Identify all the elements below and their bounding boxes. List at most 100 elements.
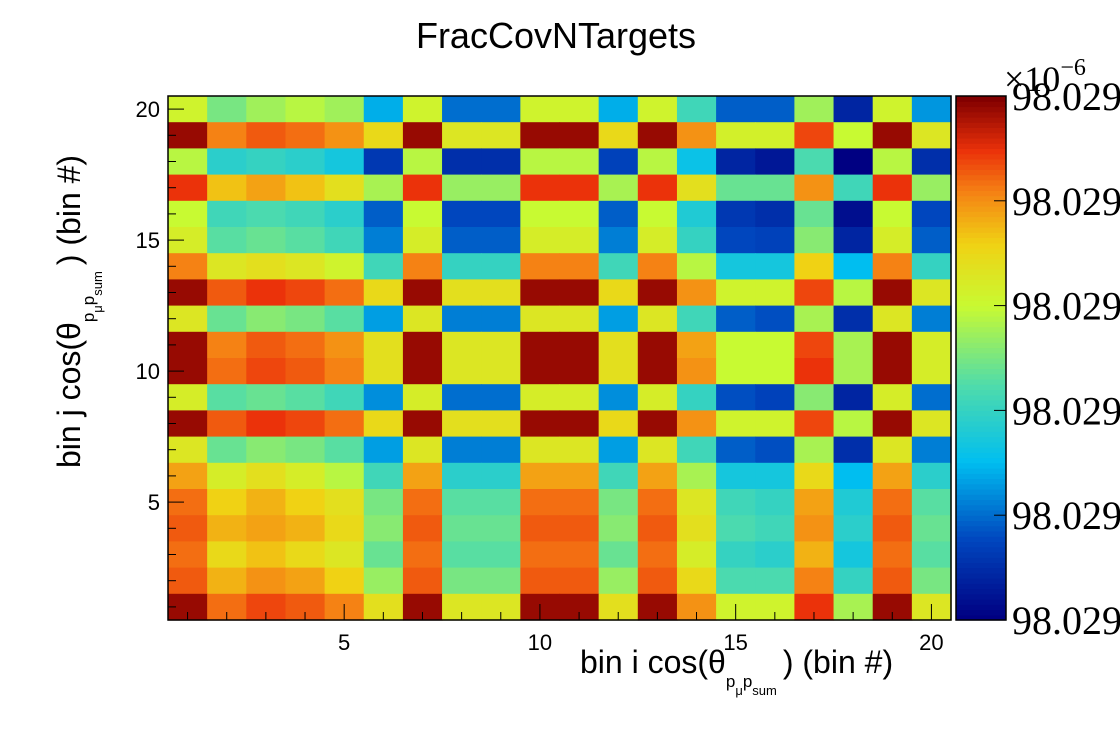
- heatmap-cell-i17-j19: [794, 122, 835, 149]
- heatmap-cell-i19-j8: [872, 410, 913, 438]
- heatmap-cell-i17-j11: [794, 331, 835, 359]
- heatmap-cell-i6-j3: [363, 541, 404, 569]
- heatmap-cell-i8-j17: [442, 174, 482, 202]
- heatmap-cell-i10-j16: [520, 200, 561, 228]
- heatmap-cell-i9-j14: [481, 253, 521, 280]
- heatmap-cell-i4-j20: [285, 96, 326, 123]
- heatmap-cell-i15-j13: [716, 279, 756, 307]
- colorbar-segment: [956, 132, 1006, 139]
- heatmap-cell-i6-j8: [363, 410, 404, 438]
- heatmap-cell-i10-j11: [520, 331, 561, 359]
- colorbar-segment: [956, 237, 1006, 244]
- heatmap-cell-i8-j14: [442, 253, 482, 280]
- heatmap-cell-i17-j5: [794, 489, 835, 516]
- colorbar-segment: [956, 347, 1006, 354]
- heatmap-cell-i12-j10: [598, 358, 639, 385]
- heatmap-cell-i8-j9: [442, 384, 482, 411]
- colorbar-segment: [956, 478, 1006, 485]
- heatmap-cell-i4-j18: [285, 148, 326, 176]
- heatmap-cell-i18-j14: [833, 253, 874, 280]
- colorbar-segment: [956, 116, 1006, 123]
- heatmap-cell-i9-j16: [481, 200, 521, 228]
- colorbar-segment: [956, 509, 1006, 516]
- heatmap-cell-i3-j2: [246, 567, 287, 595]
- colorbar-segment: [956, 310, 1006, 317]
- heatmap-cell-i11-j4: [559, 515, 600, 542]
- heatmap-cell-i5-j4: [324, 515, 365, 542]
- heatmap-cell-i5-j7: [324, 436, 365, 464]
- colorbar-segment: [956, 274, 1006, 280]
- heatmap-cell-i15-j8: [716, 410, 756, 438]
- heatmap-cell-i13-j7: [637, 436, 678, 464]
- heatmap-cell-i15-j12: [716, 305, 756, 333]
- colorbar-segment: [956, 562, 1006, 569]
- colorbar-segment: [956, 614, 1006, 621]
- colorbar-segment: [956, 321, 1006, 328]
- heatmap-cell-i2-j20: [207, 96, 247, 123]
- heatmap-cell-i7-j19: [402, 122, 443, 149]
- heatmap-cell-i8-j12: [442, 305, 482, 333]
- heatmap-cell-i11-j14: [559, 253, 600, 280]
- x-axis-ticks: 5 10 15 20: [187, 604, 944, 655]
- heatmap-cell-i9-j17: [481, 174, 521, 202]
- colorbar-segment: [956, 572, 1006, 579]
- heatmap-cell-i9-j11: [481, 331, 521, 359]
- colorbar-segment: [956, 520, 1006, 527]
- heatmap-cell-i14-j16: [676, 200, 717, 228]
- colorbar-segment: [956, 206, 1006, 212]
- heatmap-cell-i3-j19: [246, 122, 287, 149]
- heatmap-cell-i17-j16: [794, 200, 835, 228]
- heatmap-cell-i3-j5: [246, 489, 287, 516]
- heatmap-cell-i5-j17: [324, 174, 365, 202]
- colorbar-segment: [956, 431, 1006, 438]
- heatmap-cell-i6-j5: [363, 489, 404, 516]
- heatmap-cell-i17-j8: [794, 410, 835, 438]
- heatmap-cell-i14-j6: [676, 462, 717, 490]
- heatmap-cell-i7-j5: [402, 489, 443, 516]
- heatmap-cell-i3-j15: [246, 227, 287, 254]
- colorbar: [956, 96, 1006, 621]
- heatmap-cell-i11-j20: [559, 96, 600, 123]
- colorbar-segment: [956, 263, 1006, 270]
- heatmap-cell-i16-j9: [755, 384, 795, 411]
- colorbar-segment: [956, 111, 1006, 118]
- heatmap-cell-i3-j8: [246, 410, 287, 438]
- heatmap-cell-i20-j7: [911, 436, 952, 464]
- heatmap-cell-i18-j13: [833, 279, 874, 307]
- heatmap-cell-i8-j3: [442, 541, 482, 569]
- colorbar-segment: [956, 190, 1006, 197]
- heatmap-cell-i16-j8: [755, 410, 795, 438]
- heatmap-cell-i10-j8: [520, 410, 561, 438]
- heatmap-cell-i16-j14: [755, 253, 795, 280]
- heatmap-cell-i20-j11: [911, 331, 952, 359]
- colorbar-segment: [956, 358, 1006, 364]
- heatmap-cell-i10-j2: [520, 567, 561, 595]
- heatmap-cell-i20-j19: [911, 122, 952, 149]
- colorbar-segment: [956, 373, 1006, 380]
- heatmap-cell-i14-j20: [676, 96, 717, 123]
- heatmap-cell-i10-j20: [520, 96, 561, 123]
- colorbar-frame: [955, 95, 1007, 621]
- heatmap-cell-i19-j16: [872, 200, 913, 228]
- heatmap-cell-i6-j17: [363, 174, 404, 202]
- heatmap-cell-i20-j14: [911, 253, 952, 280]
- heatmap-cell-i10-j9: [520, 384, 561, 411]
- heatmap-cell-i19-j14: [872, 253, 913, 280]
- heatmap-cell-i18-j18: [833, 148, 874, 176]
- heatmap-cell-i9-j7: [481, 436, 521, 464]
- heatmap-cell-i11-j16: [559, 200, 600, 228]
- heatmap-cell-i3-j7: [246, 436, 287, 464]
- heatmap-cell-i5-j2: [324, 567, 365, 595]
- heatmap-cell-i18-j11: [833, 331, 874, 359]
- heatmap-cell-i17-j18: [794, 148, 835, 176]
- heatmap-cell-i16-j7: [755, 436, 795, 464]
- heatmap-cell-i4-j17: [285, 174, 326, 202]
- heatmap-cell-i10-j5: [520, 489, 561, 516]
- heatmap-cell-i13-j17: [637, 174, 678, 202]
- heatmap-cell-i13-j12: [637, 305, 678, 333]
- heatmap-cell-i4-j15: [285, 227, 326, 254]
- heatmap-cell-i9-j5: [481, 489, 521, 516]
- heatmap-cell-i3-j11: [246, 331, 287, 359]
- colorbar-segment: [956, 174, 1006, 181]
- heatmap-cell-i7-j18: [402, 148, 443, 176]
